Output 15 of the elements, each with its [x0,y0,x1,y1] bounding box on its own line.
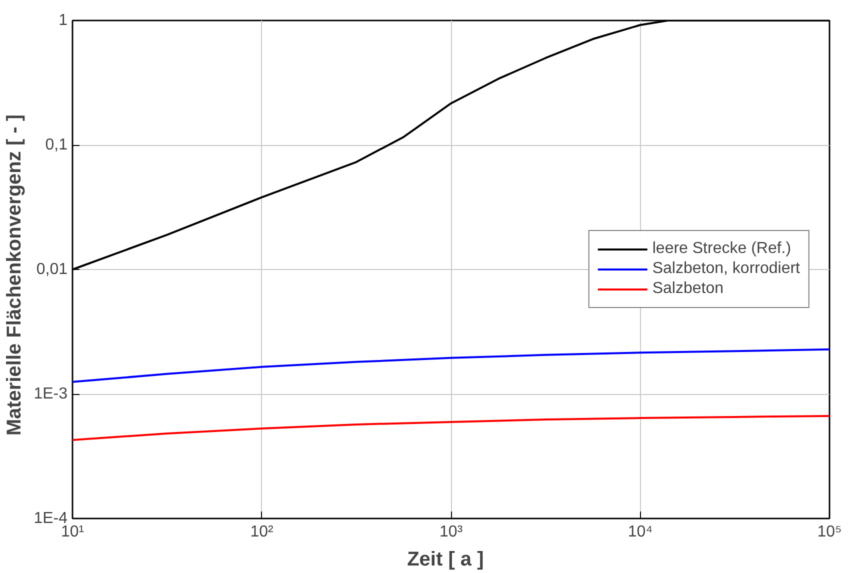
y-tick-label: 0,1 [45,136,68,154]
x-axis-title: Zeit [ a ] [407,548,484,570]
line-series [72,348,830,383]
x-tick-label: 10⁵ [817,524,842,540]
legend-label: Salzbeton [652,280,724,298]
legend-label: Salzbeton, korrodiert [652,260,800,278]
y-tick-label: 0,01 [36,261,68,278]
legend-label: leere Strecke (Ref.) [652,240,792,258]
x-tick-label: 10² [250,524,274,540]
x-tick-label: 10⁴ [628,524,653,540]
x-tick-label: 10³ [439,524,464,540]
y-tick-label: 1E-3 [34,386,68,402]
line-series [72,414,830,442]
y-axis-title: Materielle Flächenkonvergenz [ - ] [4,114,26,436]
y-tick-label: 1 [58,12,68,29]
